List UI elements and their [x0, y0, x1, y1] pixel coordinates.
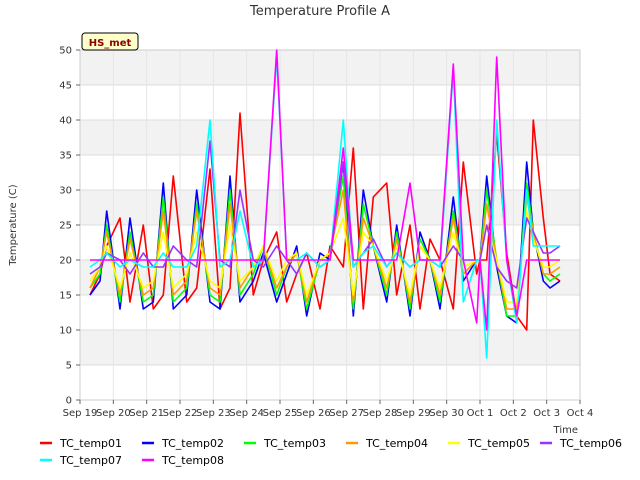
legend-label: TC_temp04: [365, 437, 428, 450]
x-tick-label: Sep 25: [263, 408, 298, 419]
x-tick-label: Sep 28: [363, 408, 398, 419]
y-tick-label: 5: [66, 361, 72, 372]
legend-item: TC_temp08: [142, 454, 224, 467]
series-line-tc-temp08: [90, 49, 560, 331]
legend-item: TC_temp02: [142, 437, 224, 450]
x-tick-label: Oct 4: [567, 408, 594, 419]
plot-band: [80, 85, 580, 120]
x-tick-label: Sep 22: [163, 408, 198, 419]
x-tick-label: Sep 26: [296, 408, 331, 419]
legend-label: TC_temp07: [59, 454, 122, 467]
badge-label: HS_met: [89, 38, 132, 49]
plot-band: [80, 190, 580, 225]
chart-title: Temperature Profile A: [249, 4, 390, 19]
plot-band: [80, 365, 580, 400]
x-tick-label: Oct 1: [467, 408, 494, 419]
x-tick-label: Sep 30: [429, 408, 464, 419]
x-tick-label: Sep 29: [396, 408, 431, 419]
x-tick-label: Sep 19: [63, 408, 98, 419]
x-axis-label: Time: [553, 425, 578, 436]
x-tick-label: Sep 23: [196, 408, 231, 419]
legend-item: TC_temp06: [540, 437, 622, 450]
y-tick-label: 30: [59, 186, 72, 197]
legend-label: TC_temp05: [467, 437, 530, 450]
y-tick-label: 40: [59, 116, 72, 127]
y-tick-label: 35: [59, 151, 72, 162]
y-tick-label: 15: [59, 291, 72, 302]
plot-band: [80, 330, 580, 365]
legend-item: TC_temp05: [448, 437, 530, 450]
y-tick-label: 20: [59, 256, 72, 267]
plot-band: [80, 295, 580, 330]
legend-label: TC_temp03: [263, 437, 326, 450]
legend-item: TC_temp04: [346, 437, 428, 450]
legend: TC_temp01 TC_temp02 TC_temp03 TC_temp04 TC_t…: [40, 437, 622, 467]
hs-met-badge: HS_met: [81, 32, 139, 51]
legend-label: TC_temp08: [161, 454, 224, 467]
plot-band: [80, 50, 580, 85]
legend-item: TC_temp01: [40, 437, 122, 450]
legend-label: TC_temp06: [559, 437, 622, 450]
series-lines: [89, 49, 561, 359]
legend-item: TC_temp07: [40, 454, 122, 467]
legend-label: TC_temp02: [161, 437, 224, 450]
y-axis-ticks: 0 5 10 15 20 25 30 35 40 45 50: [59, 46, 80, 407]
plot-band: [80, 155, 580, 190]
x-tick-label: Sep 21: [129, 408, 164, 419]
y-tick-label: 10: [59, 326, 72, 337]
y-tick-label: 0: [66, 396, 72, 407]
y-tick-label: 50: [59, 46, 72, 57]
y-axis-label: Temperature (C): [8, 184, 19, 266]
plot-band: [80, 120, 580, 155]
legend-item: TC_temp03: [244, 437, 326, 450]
y-tick-label: 25: [59, 221, 72, 232]
x-tick-label: Oct 2: [500, 408, 527, 419]
badge-box: [81, 32, 139, 51]
x-tick-label: Sep 27: [329, 408, 364, 419]
x-tick-label: Sep 24: [229, 408, 264, 419]
x-tick-label: Sep 20: [96, 408, 131, 419]
x-tick-label: Oct 3: [533, 408, 560, 419]
legend-label: TC_temp01: [59, 437, 122, 450]
y-tick-label: 45: [59, 81, 72, 92]
